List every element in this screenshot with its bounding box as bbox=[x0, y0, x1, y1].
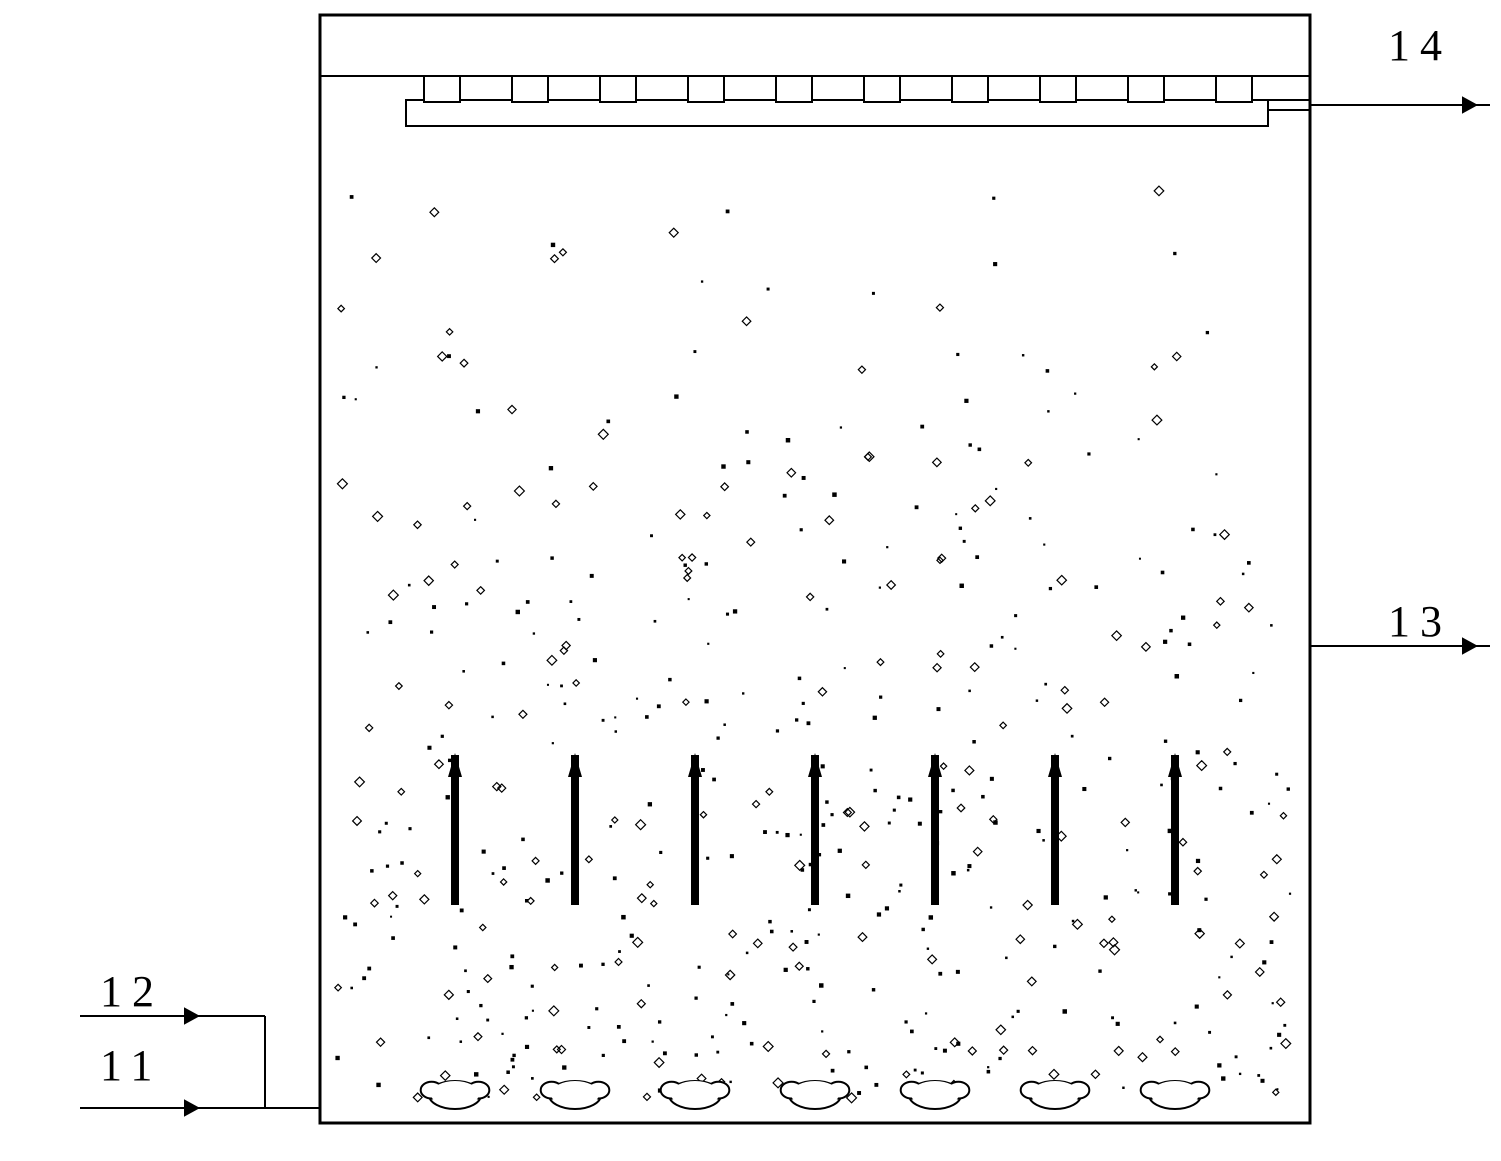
tank-outline bbox=[320, 15, 1310, 1123]
flow-arrow-icon bbox=[1462, 96, 1478, 114]
flow-arrow-icon bbox=[184, 1007, 200, 1025]
label-11: 11 bbox=[100, 1041, 162, 1090]
weir-tooth bbox=[600, 76, 636, 102]
label-12: 12 bbox=[100, 967, 164, 1016]
overflow-trough bbox=[406, 100, 1268, 126]
weir-tooth bbox=[776, 76, 812, 102]
weir-tooth bbox=[512, 76, 548, 102]
weir-tooth bbox=[1216, 76, 1252, 102]
flow-arrow-icon bbox=[184, 1099, 200, 1117]
weir-tooth bbox=[864, 76, 900, 102]
riser-arrows bbox=[448, 753, 1182, 905]
label-14: 14 bbox=[1388, 21, 1452, 70]
particles-diamond bbox=[335, 186, 1291, 1103]
weir-tooth bbox=[1040, 76, 1076, 102]
weir-tooth bbox=[1128, 76, 1164, 102]
weir-tooth bbox=[688, 76, 724, 102]
label-13: 13 bbox=[1388, 597, 1452, 646]
reactor-diagram: 14 13 12 11 bbox=[0, 0, 1501, 1161]
weir-tooth bbox=[952, 76, 988, 102]
particles-solid bbox=[335, 195, 1291, 1098]
flow-arrow-icon bbox=[1462, 637, 1478, 655]
weir-tooth bbox=[424, 76, 460, 102]
diffusers bbox=[421, 1081, 1210, 1109]
